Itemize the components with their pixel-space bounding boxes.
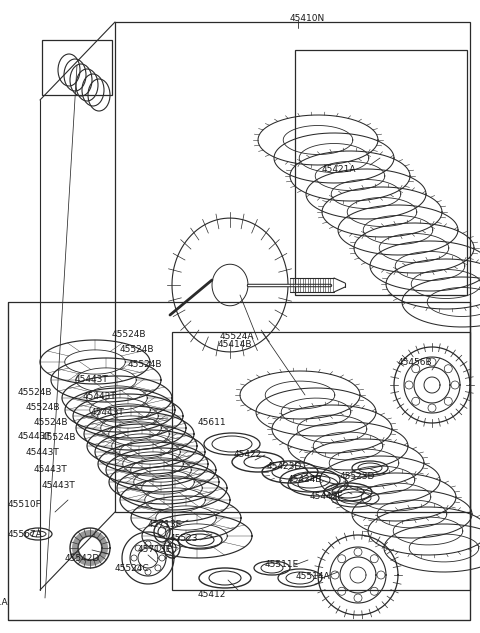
Text: 45456B: 45456B (398, 358, 432, 367)
Text: 45524B: 45524B (120, 345, 155, 354)
Text: 45443T: 45443T (26, 448, 60, 457)
Text: 45524B: 45524B (42, 433, 76, 442)
Ellipse shape (72, 530, 108, 566)
Text: 45514A: 45514A (296, 572, 331, 581)
Text: 45542D: 45542D (65, 554, 100, 563)
Text: 45524B: 45524B (26, 403, 60, 412)
Text: 45567A: 45567A (8, 530, 43, 539)
Text: 45410N: 45410N (290, 14, 325, 23)
Text: 45443T: 45443T (91, 408, 125, 417)
Text: 45471A: 45471A (0, 598, 8, 607)
Text: 45524B: 45524B (18, 388, 52, 397)
Text: 45423D: 45423D (267, 462, 302, 471)
Text: 45443T: 45443T (18, 432, 52, 441)
Text: 45412: 45412 (198, 590, 227, 599)
Text: 45421A: 45421A (322, 165, 357, 174)
Bar (172, 332, 470, 590)
Text: 45524B: 45524B (112, 330, 146, 339)
Text: 45442F: 45442F (310, 492, 343, 501)
Text: 45611: 45611 (198, 418, 227, 427)
Bar (115, 22, 470, 512)
Text: 45523D: 45523D (340, 472, 375, 481)
Text: 45511E: 45511E (265, 560, 299, 569)
Text: 45443T: 45443T (75, 375, 109, 384)
Text: 45422: 45422 (234, 450, 262, 459)
Text: 45443T: 45443T (34, 465, 68, 474)
Text: 45713E: 45713E (138, 545, 172, 554)
Text: 45414B: 45414B (218, 340, 252, 349)
Text: 45524A: 45524A (220, 332, 254, 341)
Text: 45523: 45523 (170, 534, 199, 543)
Text: 45424B: 45424B (288, 475, 323, 484)
Bar (295, 50, 467, 295)
Text: 45443T: 45443T (83, 392, 117, 401)
Ellipse shape (79, 537, 101, 559)
Text: 45713E: 45713E (148, 520, 182, 529)
Bar (42, 40, 112, 95)
Text: 45524C: 45524C (115, 564, 150, 573)
Text: 45510F: 45510F (8, 500, 42, 509)
Text: 45524B: 45524B (34, 418, 69, 427)
Bar (8, 302, 470, 620)
Text: 45443T: 45443T (42, 481, 76, 490)
Text: 45524B: 45524B (128, 360, 163, 369)
